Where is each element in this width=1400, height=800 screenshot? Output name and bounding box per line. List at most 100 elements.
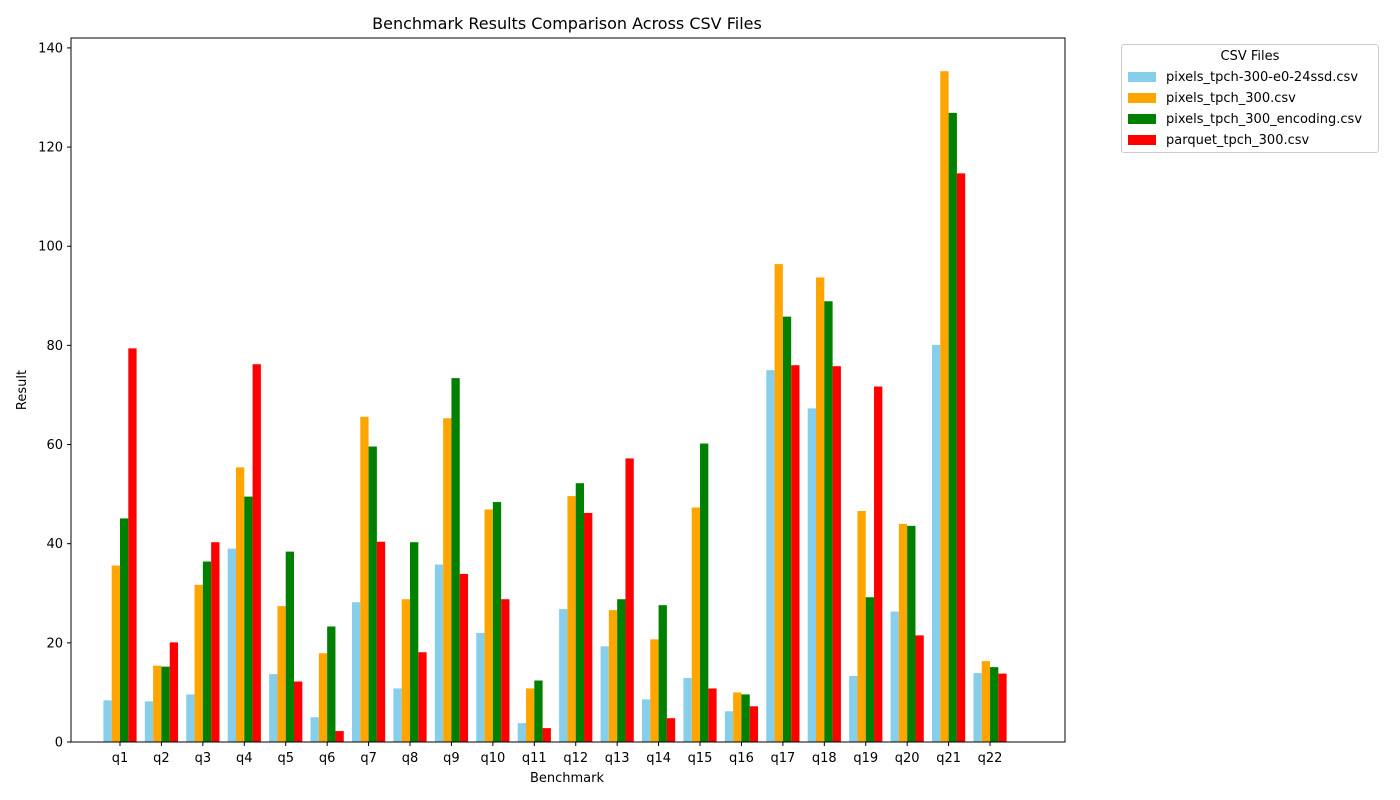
x-tick-label-q8: q8 (402, 751, 419, 766)
bar-q22-series-1 (973, 673, 982, 742)
bar-q13-series-4 (625, 458, 634, 742)
legend-swatch (1128, 135, 1156, 145)
bar-q16-series-3 (741, 694, 750, 742)
bar-q8-series-2 (401, 599, 411, 742)
bar-q20-series-4 (915, 635, 924, 742)
bar-q11-series-1 (517, 723, 526, 742)
y-axis-label: Result (15, 370, 30, 410)
bar-q14-series-2 (650, 639, 659, 742)
x-tick-label-q5: q5 (277, 751, 294, 766)
bar-q16-series-4 (749, 706, 759, 742)
y-tick-label-0: 0 (55, 736, 63, 751)
bar-q16-series-1 (724, 711, 734, 742)
bar-q7-series-2 (360, 416, 369, 742)
bar-q13-series-2 (608, 610, 618, 742)
bar-q5-series-3 (285, 551, 295, 742)
y-axis: 0 20 40 60 80 100 120 140 (38, 41, 71, 751)
bar-q9-series-4 (459, 573, 469, 742)
bar-q18-series-1 (807, 408, 817, 742)
x-tick-label-q2: q2 (153, 751, 170, 766)
bar-q10-series-3 (492, 502, 502, 742)
bar-q11-series-2 (526, 688, 535, 742)
bar-q21-series-1 (932, 344, 941, 742)
bar-q14-series-1 (641, 699, 651, 742)
bar-q5-series-2 (277, 606, 286, 742)
bar-q11-series-4 (542, 728, 551, 742)
x-tick-label-q19: q19 (853, 751, 878, 766)
bar-q1-series-1 (103, 700, 112, 742)
bar-q15-series-1 (683, 678, 692, 742)
legend-title: CSV Files (1220, 49, 1280, 64)
bar-q5-series-1 (269, 674, 278, 742)
bar-q3-series-1 (186, 694, 195, 742)
bar-q6-series-4 (335, 731, 344, 742)
bar-q8-series-3 (410, 542, 419, 742)
x-axis-label: Benchmark (530, 771, 605, 786)
bar-q21-series-4 (956, 173, 966, 743)
bar-q21-series-3 (948, 112, 957, 743)
bar-q9-series-3 (451, 378, 460, 742)
bar-q18-series-4 (832, 366, 841, 742)
bar-q12-series-3 (575, 483, 585, 742)
bar-q17-series-2 (774, 264, 783, 742)
bar-q13-series-1 (600, 646, 609, 742)
bar-q9-series-1 (434, 564, 444, 742)
x-tick-label-q10: q10 (480, 751, 505, 766)
x-tick-label-q22: q22 (978, 751, 1003, 766)
bar-q4-series-4 (252, 364, 261, 742)
legend-label: parquet_tpch_300.csv (1166, 132, 1310, 148)
bar-q18-series-3 (824, 301, 833, 742)
bar-q18-series-2 (816, 277, 825, 742)
bar-q22-series-4 (998, 673, 1007, 742)
legend-swatch (1128, 72, 1156, 82)
bar-q3-series-4 (211, 542, 220, 742)
bar-q12-series-2 (567, 496, 576, 742)
bar-q13-series-3 (617, 599, 626, 742)
bar-q1-series-2 (111, 565, 120, 742)
bar-q10-series-1 (476, 632, 485, 742)
bar-q15-series-2 (691, 507, 701, 742)
bar-q20-series-2 (898, 523, 908, 742)
legend-item-1: pixels_tpch-300-e0-24ssd.csv (1128, 69, 1358, 85)
bar-q15-series-3 (700, 443, 709, 742)
bar-q8-series-4 (418, 652, 427, 742)
bar-q6-series-2 (318, 653, 328, 742)
bar-q3-series-2 (194, 584, 203, 742)
bar-q12-series-1 (559, 609, 568, 742)
bar-q3-series-3 (202, 561, 212, 742)
y-tick-label-20: 20 (46, 636, 63, 651)
x-tick-label-q3: q3 (195, 751, 212, 766)
bar-q17-series-4 (791, 365, 800, 742)
x-tick-label-q15: q15 (688, 751, 713, 766)
bar-q20-series-3 (907, 525, 916, 742)
bar-q19-series-3 (865, 597, 875, 742)
x-tick-label-q1: q1 (112, 751, 129, 766)
bar-q7-series-1 (351, 602, 361, 742)
x-tick-label-q11: q11 (522, 751, 547, 766)
y-tick-label-140: 140 (38, 41, 63, 56)
legend-item-2: pixels_tpch_300.csv (1128, 90, 1296, 106)
legend-label: pixels_tpch_300.csv (1166, 90, 1296, 106)
bar-q4-series-2 (235, 467, 245, 742)
bar-q14-series-3 (658, 605, 667, 742)
y-tick-label-100: 100 (38, 240, 63, 255)
bar-q19-series-2 (857, 510, 866, 742)
x-tick-label-q13: q13 (605, 751, 630, 766)
bar-q1-series-3 (120, 518, 129, 742)
bar-q22-series-3 (990, 667, 999, 742)
x-tick-label-q9: q9 (443, 751, 460, 766)
legend-item-3: pixels_tpch_300_encoding.csv (1128, 111, 1362, 127)
x-tick-label-q14: q14 (646, 751, 671, 766)
x-tick-label-q7: q7 (360, 751, 377, 766)
bar-q6-series-3 (327, 626, 336, 742)
bar-q2-series-3 (161, 666, 170, 742)
y-tick-label-120: 120 (38, 141, 63, 156)
legend-item-4: parquet_tpch_300.csv (1128, 132, 1309, 148)
x-tick-label-q12: q12 (563, 751, 588, 766)
x-tick-label-q16: q16 (729, 751, 754, 766)
x-tick-label-q20: q20 (895, 751, 920, 766)
bar-q17-series-1 (766, 370, 775, 742)
bar-q10-series-2 (484, 509, 493, 742)
